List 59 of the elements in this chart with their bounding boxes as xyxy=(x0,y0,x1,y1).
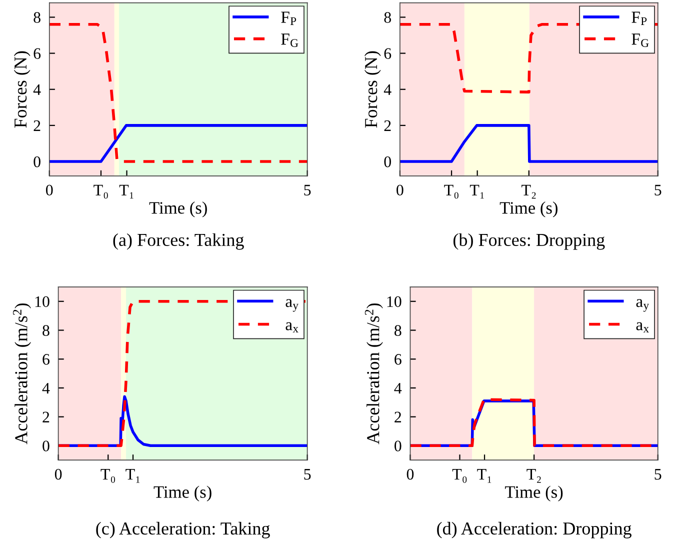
y-tick-label: 8 xyxy=(384,12,391,23)
x-tick-label: T₂ xyxy=(522,184,536,199)
x-tick-label: T₀ xyxy=(94,184,108,199)
x-tick-label: T₁ xyxy=(119,184,134,199)
text: (d) Acceleration: Dropping xyxy=(437,522,632,538)
y-tick-label: 6 xyxy=(384,48,392,59)
x-tick-label: T₁ xyxy=(470,184,484,199)
y-tick-label: 6 xyxy=(34,48,41,59)
y-tick-label: 8 xyxy=(34,12,40,23)
y-tick-label: 4 xyxy=(33,84,41,95)
y-tick-label: 2 xyxy=(34,120,40,131)
x-tick-label: T₁ xyxy=(477,469,492,483)
y-tick-label: 0 xyxy=(394,440,402,452)
x-axis-title: Time (s) xyxy=(500,202,558,218)
x-tick-label: T₂ xyxy=(526,469,541,483)
y-tick-label: 4 xyxy=(384,84,392,95)
y-tick-label: 0 xyxy=(384,156,391,168)
y-axis-title: Forces (N) xyxy=(14,51,30,128)
x-tick-label: T₀ xyxy=(100,469,116,483)
x-tick-label: T₀ xyxy=(452,469,467,483)
y-tick-label: 4 xyxy=(394,382,402,394)
legend-label: F$_{P}$ xyxy=(281,12,296,25)
y-tick-label: 10 xyxy=(387,296,402,308)
y-tick-label: 6 xyxy=(42,354,50,365)
y-tick-label: 10 xyxy=(35,296,50,308)
text: (c) Acceleration: Taking xyxy=(96,522,270,538)
y-tick-label: 2 xyxy=(42,412,50,422)
text: (b) Forces: Dropping xyxy=(453,233,605,250)
x-tick-label: 0 xyxy=(406,468,414,480)
y-axis-title: Acceleration (m/s$^{2}$) xyxy=(12,303,32,444)
line-series xyxy=(49,23,308,163)
x-tick-label: T₁ xyxy=(126,469,140,483)
y-tick-label: 0 xyxy=(34,156,40,168)
y-tick-label: 8 xyxy=(42,325,50,336)
legend-label: a$_{x}$ xyxy=(636,322,649,332)
legend-label: F$_{G}$ xyxy=(281,34,298,47)
y-tick-label: 6 xyxy=(394,354,402,365)
y-tick-label: 8 xyxy=(394,325,402,336)
y-tick-label: 4 xyxy=(42,382,50,394)
x-tick-label: 0 xyxy=(54,468,62,480)
y-axis-title: Acceleration (m/s$^{2}$) xyxy=(364,303,383,444)
legend-label: a$_{y}$ xyxy=(286,299,298,312)
x-tick-label: 5 xyxy=(654,184,662,196)
y-tick-label: 0 xyxy=(42,440,50,452)
x-axis-title: Time (s) xyxy=(149,202,207,218)
text: (a) Forces: Taking xyxy=(113,233,244,250)
legend-label: F$_{P}$ xyxy=(632,12,647,25)
legend-label: a$_{x}$ xyxy=(286,322,298,332)
x-tick-label: 5 xyxy=(304,184,311,196)
x-tick-label: T₀ xyxy=(444,184,458,199)
x-axis-title: Time (s) xyxy=(154,486,212,502)
x-tick-label: 5 xyxy=(304,469,311,480)
y-tick-label: 2 xyxy=(384,120,391,131)
legend-label: a$_{y}$ xyxy=(636,299,650,312)
y-axis-title: Forces (N) xyxy=(364,51,381,128)
x-axis-title: Time (s) xyxy=(505,486,563,502)
x-tick-label: 5 xyxy=(654,469,662,480)
y-tick-label: 2 xyxy=(394,412,402,422)
legend-label: F$_{G}$ xyxy=(632,34,649,47)
